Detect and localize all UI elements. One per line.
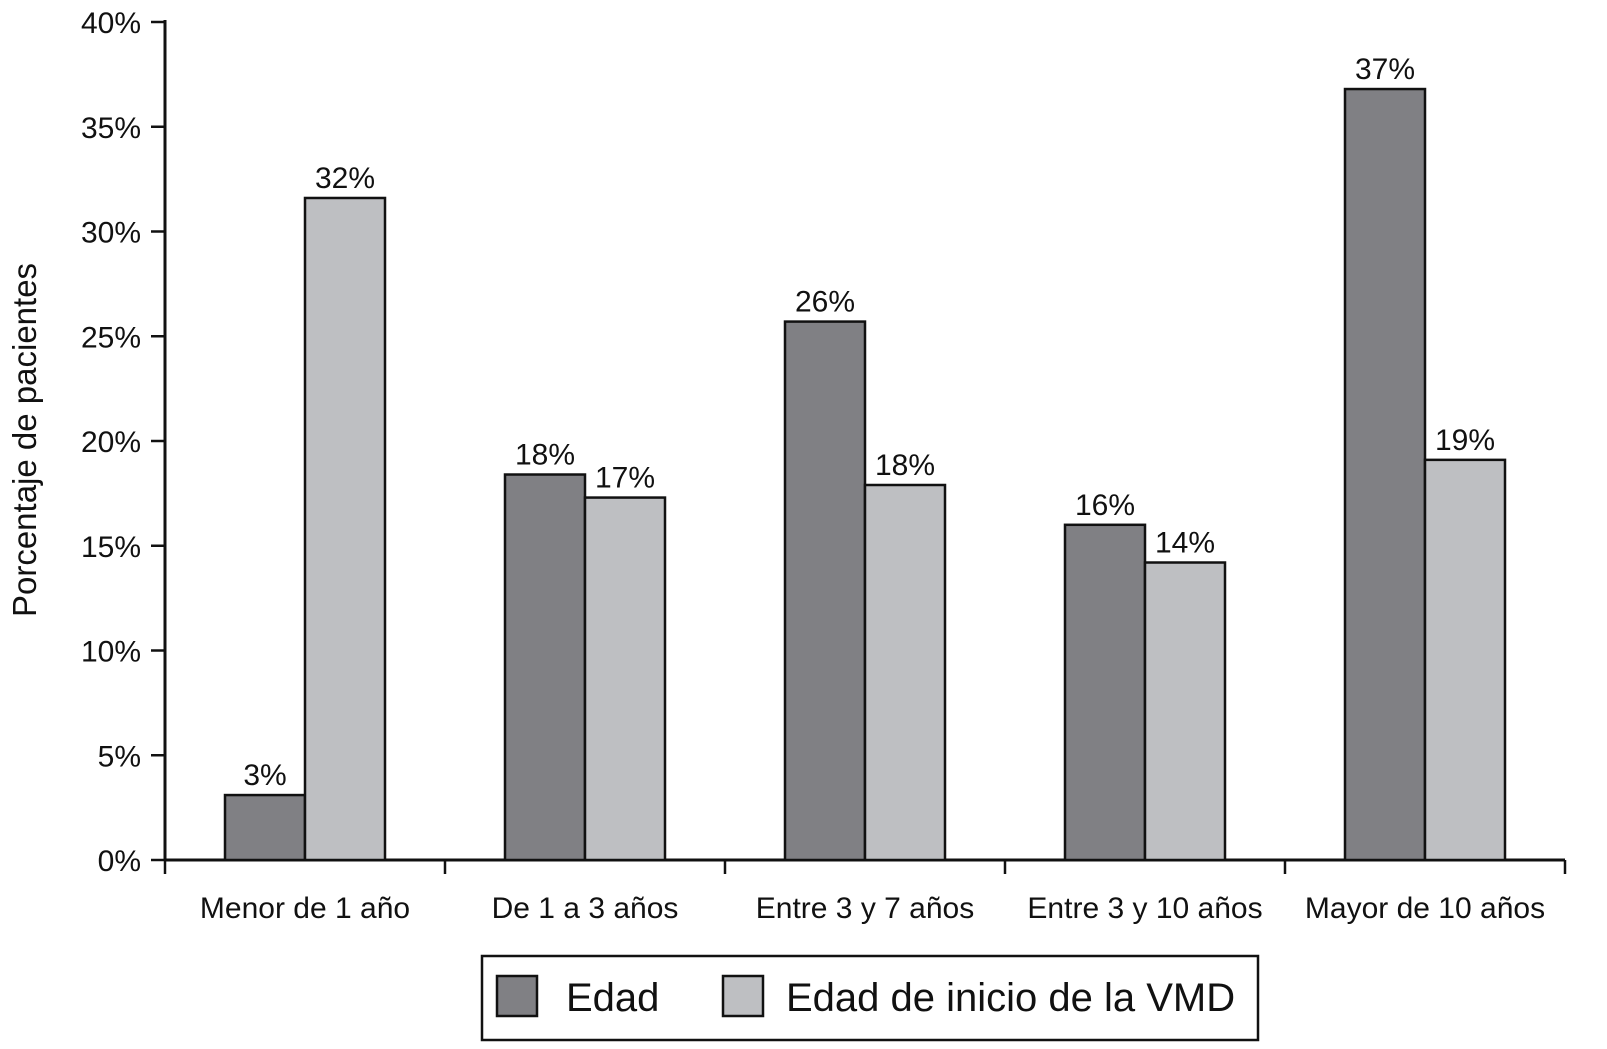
data-label: 3%	[243, 759, 286, 792]
legend-box	[480, 954, 1260, 1042]
y-axis: 0% 5% 10% 15% 20% 25% 30% 35% 40%	[81, 7, 167, 878]
bar-edad-inicio-vmd	[303, 196, 387, 862]
legend-label-edad: Edad	[566, 976, 659, 1020]
x-tick-label: Entre 3 y 7 años	[756, 892, 974, 925]
y-tick-label: 5%	[98, 740, 141, 773]
data-label: 17%	[595, 462, 655, 495]
bar-edad	[223, 793, 307, 862]
data-label: 16%	[1075, 489, 1135, 522]
y-tick-label: 40%	[81, 7, 141, 40]
x-tick-label: Menor de 1 año	[200, 892, 410, 925]
bar-edad	[783, 320, 867, 862]
x-tick-label: De 1 a 3 años	[492, 892, 679, 925]
bar-edad-inicio-vmd	[1143, 561, 1227, 862]
bar-edad-inicio-vmd	[1423, 458, 1507, 862]
bar-edad	[1343, 87, 1427, 862]
y-tick-label: 0%	[98, 845, 141, 878]
bar-edad	[1063, 523, 1147, 862]
x-tick-label: Mayor de 10 años	[1305, 892, 1545, 925]
legend: Edad Edad de inicio de la VMD	[480, 954, 1260, 1042]
x-axis: Menor de 1 año De 1 a 3 años Entre 3 y 7 a…	[163, 858, 1567, 925]
data-label: 37%	[1355, 53, 1415, 86]
bar-edad-inicio-vmd	[863, 483, 947, 862]
data-label: 32%	[315, 162, 375, 195]
data-labels: 3% 18% 26% 16% 37% 32% 17% 18% 14% 19%	[243, 53, 1495, 792]
bar-edad	[503, 473, 587, 862]
y-tick-label: 20%	[81, 426, 141, 459]
data-label: 26%	[795, 286, 855, 319]
legend-swatch-edad	[495, 974, 539, 1018]
y-tick-label: 25%	[81, 321, 141, 354]
y-axis-label: Porcentaje de pacientes	[6, 263, 43, 617]
y-tick-label: 10%	[81, 636, 141, 669]
data-label: 18%	[515, 439, 575, 472]
x-ticks: Menor de 1 año De 1 a 3 años Entre 3 y 7 a…	[163, 860, 1567, 925]
y-tick-label: 35%	[81, 112, 141, 145]
bars	[223, 87, 1507, 862]
data-label: 19%	[1435, 424, 1495, 457]
data-label: 14%	[1155, 527, 1215, 560]
y-ticks: 0% 5% 10% 15% 20% 25% 30% 35% 40%	[81, 7, 165, 878]
legend-label-edad-inicio-vmd: Edad de inicio de la VMD	[786, 976, 1235, 1020]
data-label: 18%	[875, 449, 935, 482]
legend-swatch-edad-inicio-vmd	[721, 974, 765, 1018]
bar-edad-inicio-vmd	[583, 496, 667, 862]
x-tick-label: Entre 3 y 10 años	[1027, 892, 1262, 925]
y-tick-label: 30%	[81, 217, 141, 250]
y-tick-label: 15%	[81, 531, 141, 564]
